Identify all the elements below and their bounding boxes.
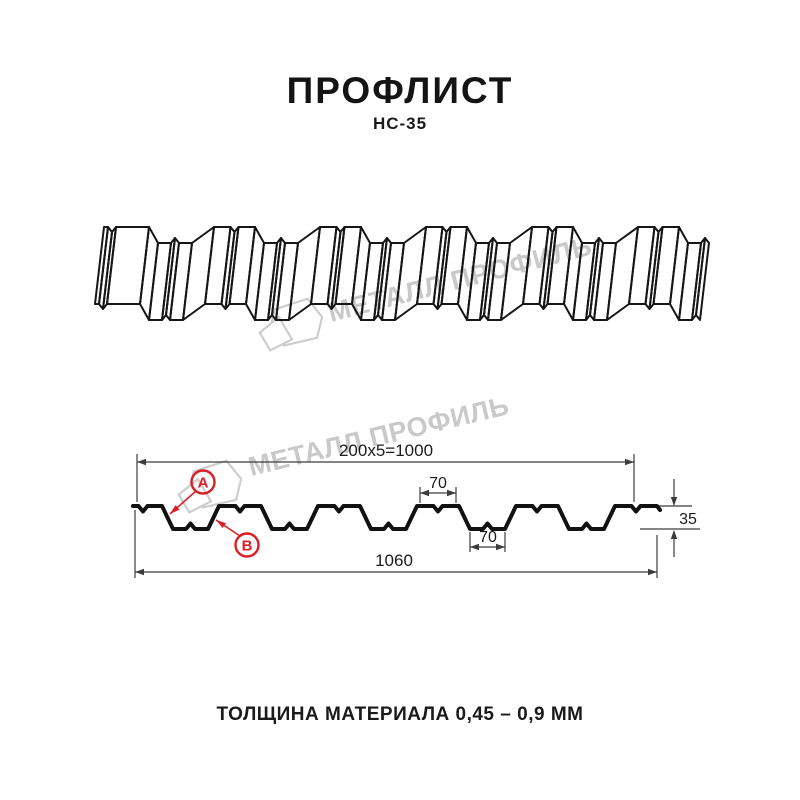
page-title: ПРОФЛИСТ [286, 70, 514, 111]
sheet-3d-view: МЕТАЛЛ ПРОФИЛЬ [94, 226, 710, 352]
callout-a-circle [190, 469, 216, 495]
dim-total-width-label: 1060 [375, 551, 413, 570]
metall-profil-logo [258, 297, 324, 352]
product-code: НС-35 [372, 114, 428, 133]
dim-height-label: 35 [679, 511, 697, 528]
dimension-arrowheads [135, 458, 678, 576]
callout-b-label: B [242, 538, 253, 555]
callout-a-label: A [198, 475, 209, 492]
sheet-3d-edges [94, 226, 710, 321]
dim-rib-bottom-label: 70 [479, 529, 497, 546]
thickness-note: ТОЛЩИНА МАТЕРИАЛА 0,45 – 0,9 ММ [216, 704, 584, 725]
watermark-text: МЕТАЛЛ ПРОФИЛЬ [245, 390, 513, 482]
profile-outline [131, 504, 662, 531]
callout-b-circle [234, 532, 260, 558]
dim-rib-top-label: 70 [429, 475, 447, 492]
sheet-3d-faces [95, 227, 709, 320]
metall-profil-logo [177, 459, 243, 514]
dim-coverage-label: 200x5=1000 [339, 441, 433, 460]
callout-annotations: AB [169, 469, 260, 558]
